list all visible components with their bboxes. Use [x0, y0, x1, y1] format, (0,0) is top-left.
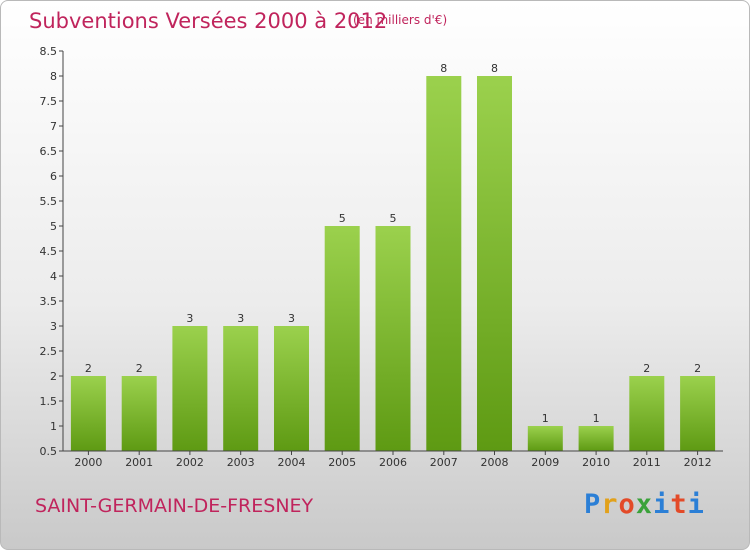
commune-name: SAINT-GERMAIN-DE-FRESNEY — [35, 495, 314, 517]
bar — [274, 326, 309, 451]
y-tick-label: 7.5 — [40, 95, 58, 108]
y-tick-label: 3 — [50, 320, 57, 333]
data-label: 8 — [440, 62, 447, 75]
bar — [375, 226, 411, 451]
y-tick-label: 8.5 — [40, 45, 58, 58]
bar — [426, 76, 462, 451]
bar — [121, 376, 157, 451]
y-tick-label: 4.5 — [40, 245, 58, 258]
x-tick-label: 2011 — [633, 456, 661, 469]
bar — [324, 226, 360, 451]
logo-letter: o — [618, 489, 636, 520]
x-tick-label: 2000 — [74, 456, 102, 469]
y-tick-label: 6.5 — [40, 145, 58, 158]
data-label: 2 — [694, 362, 701, 375]
proxiti-logo[interactable]: Proxiti — [584, 489, 705, 520]
data-label: 2 — [643, 362, 650, 375]
bar — [629, 376, 665, 451]
y-tick-label: 5 — [50, 220, 57, 233]
x-tick-label: 2007 — [430, 456, 458, 469]
bar — [70, 376, 106, 451]
data-label: 3 — [186, 312, 193, 325]
data-label: 2 — [85, 362, 92, 375]
bar — [578, 426, 614, 451]
logo-letter: i — [687, 489, 705, 520]
data-label: 8 — [491, 62, 498, 75]
data-label: 5 — [390, 212, 397, 225]
x-tick-label: 2009 — [531, 456, 559, 469]
y-tick-label: 0.5 — [40, 445, 58, 458]
y-tick-label: 2.5 — [40, 345, 58, 358]
x-tick-label: 2001 — [125, 456, 153, 469]
x-tick-label: 2003 — [227, 456, 255, 469]
data-label: 5 — [339, 212, 346, 225]
x-tick-label: 2004 — [278, 456, 306, 469]
y-tick-label: 6 — [50, 170, 57, 183]
x-tick-label: 2006 — [379, 456, 407, 469]
logo-letter: x — [635, 489, 654, 520]
bar — [680, 376, 716, 451]
data-label: 1 — [542, 412, 549, 425]
x-tick-label: 2008 — [481, 456, 509, 469]
data-label: 3 — [237, 312, 244, 325]
chart-subtitle: (en milliers d'€) — [353, 13, 448, 27]
x-tick-label: 2012 — [684, 456, 712, 469]
y-tick-label: 1.5 — [40, 395, 58, 408]
chart-title: Subventions Versées 2000 à 2012 — [29, 9, 388, 33]
bar — [223, 326, 259, 451]
bar — [477, 76, 512, 451]
x-tick-label: 2005 — [328, 456, 356, 469]
logo-letter: t — [670, 489, 688, 520]
data-label: 1 — [593, 412, 600, 425]
y-tick-label: 8 — [50, 70, 57, 83]
logo-letter: r — [601, 489, 619, 520]
data-label: 3 — [288, 312, 295, 325]
x-tick-label: 2010 — [582, 456, 610, 469]
logo-letter: P — [584, 489, 602, 520]
x-tick-label: 2002 — [176, 456, 204, 469]
y-tick-label: 2 — [50, 370, 57, 383]
y-tick-label: 7 — [50, 120, 57, 133]
y-tick-label: 3.5 — [40, 295, 58, 308]
data-label: 2 — [136, 362, 143, 375]
y-tick-label: 4 — [50, 270, 57, 283]
y-tick-label: 5.5 — [40, 195, 58, 208]
bar — [527, 426, 563, 451]
logo-letter: i — [653, 489, 671, 520]
y-tick-label: 1 — [50, 420, 57, 433]
bar — [172, 326, 208, 451]
